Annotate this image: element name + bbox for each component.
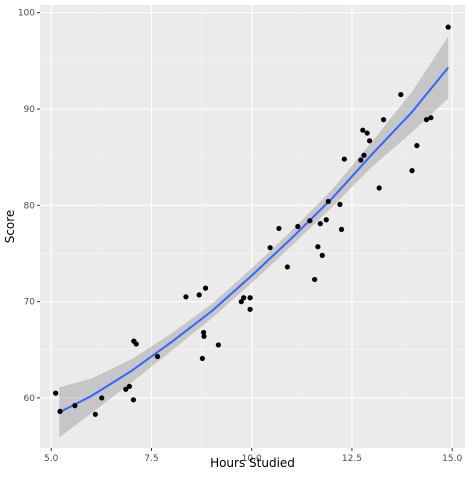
data-point [376, 185, 382, 191]
data-point [364, 130, 370, 136]
data-point [361, 152, 367, 158]
data-point [445, 24, 451, 30]
data-point [92, 411, 98, 417]
data-point [338, 226, 345, 232]
x-tick-label: 7.5 [144, 454, 158, 464]
data-point [381, 117, 387, 123]
data-point [53, 390, 59, 396]
data-point [57, 408, 63, 415]
data-point [202, 285, 209, 291]
x-tick-label: 10.0 [242, 454, 262, 464]
data-point [133, 341, 139, 347]
x-tick-label: 15.0 [442, 454, 462, 464]
data-point [247, 306, 253, 312]
data-point [238, 299, 244, 305]
data-point [126, 383, 133, 389]
y-tick-label: 80 [24, 201, 36, 211]
data-point [428, 115, 434, 121]
data-point [200, 329, 207, 336]
fit-line [58, 66, 449, 414]
data-point [325, 198, 331, 205]
data-point [317, 221, 323, 227]
data-point [341, 156, 347, 162]
data-point [337, 201, 343, 207]
data-point [99, 395, 105, 401]
minor-gridlines [40, 5, 465, 448]
data-point [312, 276, 318, 283]
data-point [130, 397, 137, 403]
x-tick-label: 12.5 [342, 454, 362, 464]
data-point [196, 292, 202, 298]
data-point [307, 218, 313, 224]
data-point [409, 168, 415, 174]
data-point [72, 403, 78, 409]
data-point [247, 295, 253, 301]
y-axis-ticks: 60 70 80 90 100 [18, 9, 40, 404]
data-point [241, 295, 247, 301]
data-point [199, 355, 205, 362]
data-point [360, 127, 366, 133]
data-point [215, 342, 222, 348]
data-point [267, 245, 273, 251]
data-point [201, 333, 207, 339]
data-points [53, 24, 451, 417]
x-axis-ticks: 5.0 7.5 10.0 12.5 15.0 [44, 448, 462, 464]
y-tick-label: 70 [24, 298, 36, 308]
major-gridlines [40, 5, 465, 448]
y-axis-title: Score [3, 210, 17, 244]
x-axis-title: Hours Studied [210, 456, 295, 470]
data-point [154, 353, 161, 360]
data-point [295, 223, 301, 230]
data-point [183, 294, 189, 300]
data-point [284, 264, 290, 270]
data-point [423, 117, 430, 123]
plot-panel [40, 5, 465, 448]
data-point [414, 143, 420, 149]
y-tick-label: 100 [18, 9, 35, 19]
data-point [398, 91, 404, 98]
confidence-band [59, 36, 449, 438]
x-tick-label: 5.0 [44, 454, 59, 464]
data-point [323, 217, 329, 223]
data-point [319, 252, 325, 258]
data-point [358, 157, 364, 163]
y-tick-label: 90 [24, 105, 36, 115]
data-point [276, 225, 282, 232]
data-point [315, 244, 321, 250]
data-point [123, 386, 129, 392]
data-point [366, 138, 373, 144]
y-tick-label: 60 [24, 394, 36, 404]
